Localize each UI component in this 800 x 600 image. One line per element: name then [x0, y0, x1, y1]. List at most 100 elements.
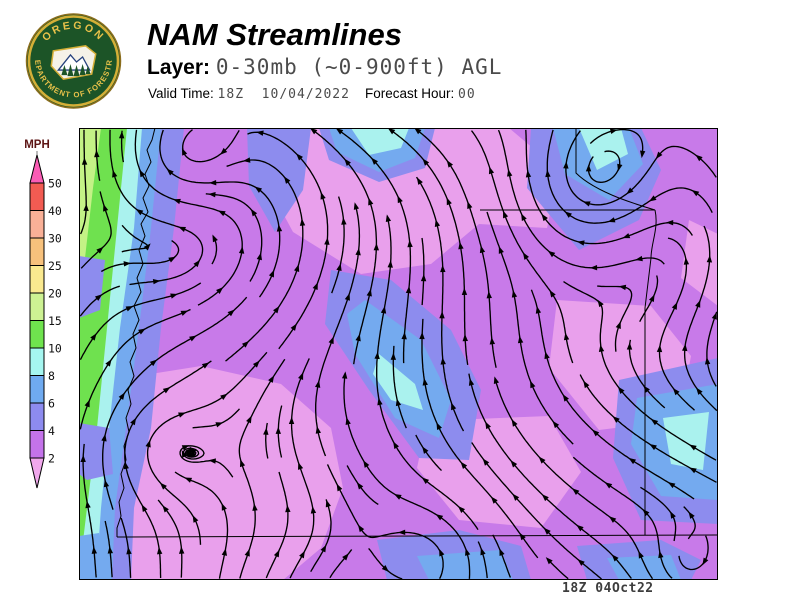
- streamline-arrowhead: [91, 546, 98, 554]
- streamline-arrowhead: [618, 284, 627, 291]
- streamline-arrowhead: [512, 493, 520, 501]
- streamline: [468, 373, 632, 579]
- streamline-arrowhead: [325, 499, 331, 508]
- streamline-arrowhead: [299, 550, 305, 559]
- streamline-arrowhead: [208, 192, 216, 198]
- streamline-arrowhead: [335, 128, 344, 135]
- streamline-arrowhead: [373, 243, 379, 251]
- streamline-arrowhead: [145, 439, 151, 448]
- streamline-arrowhead: [101, 433, 107, 442]
- streamline-arrowhead: [394, 494, 402, 500]
- streamline-arrowhead: [320, 544, 327, 553]
- streamline: [343, 373, 471, 579]
- streamline-arrowhead: [314, 380, 321, 388]
- streamline-arrowhead: [256, 252, 262, 261]
- streamline-arrowhead: [180, 310, 189, 316]
- streamline-arrowhead: [189, 335, 197, 342]
- streamline-arrowhead: [696, 387, 703, 395]
- streamline-arrowhead: [439, 548, 445, 557]
- streamline-arrowhead: [397, 195, 403, 204]
- streamline-arrowhead: [467, 201, 473, 209]
- streamline-arrowhead: [285, 504, 291, 513]
- streamline-arrowhead: [535, 306, 542, 314]
- streamline-arrowhead: [126, 546, 132, 555]
- streamline-arrowhead: [94, 149, 100, 158]
- streamline-arrowhead: [368, 197, 374, 206]
- streamline-arrowhead: [552, 420, 560, 429]
- legend-segment: [29, 237, 45, 266]
- streamline-arrowhead: [582, 201, 591, 207]
- legend-tick-label: 4: [48, 424, 55, 438]
- streamline-arrowhead: [458, 241, 464, 250]
- streamline-arrowhead: [283, 176, 291, 184]
- streamline: [79, 129, 87, 235]
- streamline-arrowhead: [178, 412, 186, 418]
- legend-segment: [29, 182, 45, 211]
- streamline-arrowhead: [488, 166, 495, 175]
- streamline-arrowhead: [201, 362, 210, 369]
- streamline-arrowhead: [241, 340, 250, 348]
- streamline-arrowhead: [387, 260, 393, 268]
- streamline: [182, 129, 240, 163]
- streamline: [121, 224, 149, 253]
- legend-segment: [29, 292, 45, 321]
- streamline-arrowhead: [522, 252, 530, 260]
- streamline-arrowhead: [521, 213, 527, 222]
- streamline-arrowhead: [398, 529, 406, 536]
- streamline-arrowhead: [691, 190, 700, 197]
- streamline-arrowhead: [123, 261, 131, 267]
- streamline-arrowhead: [107, 546, 114, 554]
- streamline-arrowhead: [185, 452, 193, 458]
- streamline: [471, 442, 602, 580]
- streamline-arrowhead: [118, 392, 125, 400]
- streamline-arrowhead: [689, 444, 697, 451]
- legend-tick-label: 10: [48, 342, 62, 356]
- streamline-arrowhead: [666, 219, 674, 226]
- streamline-arrowhead: [562, 394, 569, 402]
- streamline: [547, 559, 569, 580]
- streamline-arrowhead: [598, 344, 605, 352]
- streamline-arrowhead: [299, 218, 306, 226]
- streamline-arrowhead: [421, 477, 430, 485]
- streamline-arrowhead: [420, 274, 427, 282]
- streamline-arrowhead: [706, 255, 713, 263]
- streamline-arrowhead: [435, 514, 444, 521]
- legend-segment: [29, 375, 45, 404]
- streamline-arrowhead: [572, 488, 580, 495]
- layer-value: 0-30mb (~0-900ft) AGL: [215, 55, 503, 79]
- streamline-arrowhead: [181, 147, 188, 156]
- streamline-arrowhead: [139, 169, 146, 178]
- streamline-arrowhead: [103, 203, 109, 212]
- legend-tick-label: 8: [48, 369, 55, 383]
- streamline-arrowhead: [166, 168, 174, 176]
- streamline-arrowhead: [493, 376, 500, 385]
- streamline-arrowhead: [658, 550, 664, 559]
- streamline-arrowhead: [212, 234, 218, 243]
- streamline-arrowhead: [617, 386, 625, 394]
- streamline-arrowhead: [380, 306, 387, 314]
- streamline-arrowhead: [273, 549, 280, 558]
- streamline-arrowhead: [344, 158, 351, 166]
- streamline-arrowhead: [576, 524, 584, 532]
- streamline-arrowhead: [597, 299, 604, 308]
- streamline-arrowhead: [215, 422, 224, 428]
- logo-mountain: [56, 53, 91, 71]
- streamline: [100, 240, 180, 273]
- streamline-arrowhead: [170, 293, 178, 299]
- streamline-arrowhead: [517, 335, 524, 344]
- streamline-arrowhead: [689, 467, 697, 474]
- streamline-arrowhead: [227, 309, 235, 317]
- legend-tick-label: 25: [48, 259, 62, 273]
- streamline-arrowhead: [439, 311, 445, 319]
- streamline: [368, 547, 403, 580]
- streamline-arrowhead: [628, 457, 637, 465]
- streamline: [124, 360, 212, 578]
- streamline-arrowhead: [672, 387, 680, 396]
- streamline-arrowhead: [626, 187, 634, 195]
- streamline-arrowhead: [462, 333, 468, 342]
- streamline: [683, 506, 696, 540]
- streamline-arrowhead: [617, 163, 623, 172]
- streamline: [640, 486, 677, 542]
- streamline-arrowhead: [541, 494, 549, 502]
- streamline-arrowhead: [246, 415, 252, 424]
